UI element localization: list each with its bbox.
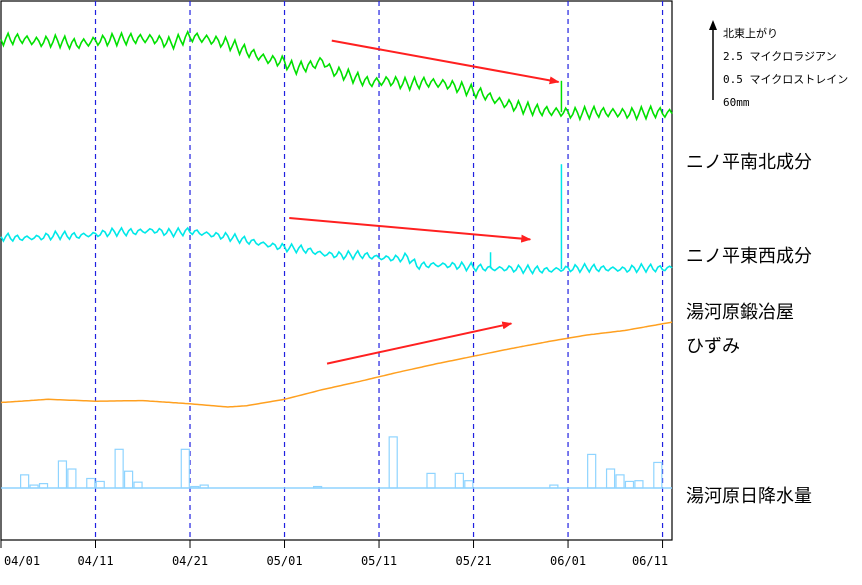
- rain-bar-day-49: [464, 480, 474, 489]
- label-series-2-line1: 湯河原鍛冶屋: [686, 302, 794, 323]
- rain-bar-day-9: [86, 477, 96, 489]
- tick-label-04/01: 04/01: [4, 554, 40, 568]
- rain-bar-day-65: [615, 474, 625, 489]
- rain-bar-day-45: [426, 472, 436, 489]
- legend-arrow-head: [709, 20, 717, 30]
- scale-legend: 北東上がり 2.5 マイクロラジアン 0.5 マイクロストレイン 60mm: [709, 20, 848, 109]
- rain-bar-day-62: [587, 453, 597, 489]
- rain-bar-day-12: [114, 448, 124, 489]
- legend-rain-scale: 60mm: [723, 96, 750, 109]
- legend-tilt-scale: 2.5 マイクロラジアン: [723, 50, 837, 63]
- legend-direction: 北東上がり: [723, 26, 778, 40]
- series-line-ニノ平東西成分: [0, 226, 673, 276]
- tick-label-05/11: 05/11: [361, 554, 397, 568]
- rain-bar-day-10: [95, 480, 105, 489]
- rain-bar-day-19: [180, 448, 190, 489]
- tick-label-04/11: 04/11: [77, 554, 113, 568]
- rain-bar-day-66: [624, 480, 635, 489]
- rain-bar-day-3: [29, 484, 39, 489]
- series-line-ニノ平南北成分: [0, 29, 673, 122]
- rain-bar-day-20: [190, 485, 200, 489]
- trend-arrow-1: [289, 216, 532, 243]
- label-series-1: ニノ平東西成分: [686, 246, 812, 267]
- rain-bar-day-58: [549, 484, 559, 489]
- rain-bar-day-67: [634, 480, 644, 489]
- x-axis-ticks: 04/01 04/11 04/21 05/01 05/11 05/21 06/01 06/11: [0, 540, 668, 568]
- rain-bar-day-6: [57, 460, 68, 489]
- rain-bar-day-7: [67, 468, 77, 489]
- series-layer: [0, 29, 673, 489]
- label-series-2-line2: ひずみ: [686, 336, 740, 357]
- series-line-湯河原鍛冶屋ひずみ: [0, 321, 673, 408]
- label-series-3: 湯河原日降水量: [686, 486, 812, 507]
- trend-arrow-2: [326, 321, 513, 365]
- tick-label-04/21: 04/21: [172, 554, 208, 568]
- trend-arrows: [289, 39, 560, 365]
- legend-strain-scale: 0.5 マイクロストレイン: [723, 73, 848, 86]
- label-series-0: ニノ平南北成分: [686, 152, 812, 173]
- rain-bar-day-33: [312, 485, 323, 489]
- trend-arrow-0: [331, 39, 560, 85]
- tick-label-05/21: 05/21: [455, 554, 491, 568]
- tick-label-05/01: 05/01: [266, 554, 302, 568]
- rain-bar-day-21: [199, 484, 209, 489]
- rain-bar-day-41: [388, 436, 398, 489]
- rain-bar-day-14: [133, 481, 143, 489]
- rain-bar-day-69: [653, 461, 663, 489]
- rain-bar-day-2: [20, 474, 30, 489]
- rain-bar-day-64: [605, 468, 616, 489]
- tick-label-06/11: 06/11: [632, 554, 668, 568]
- rain-bar-day-48: [454, 472, 464, 489]
- rain-bar-day-4: [38, 483, 49, 489]
- rain-bar-day-13: [123, 470, 134, 489]
- tick-label-06/01: 06/01: [550, 554, 586, 568]
